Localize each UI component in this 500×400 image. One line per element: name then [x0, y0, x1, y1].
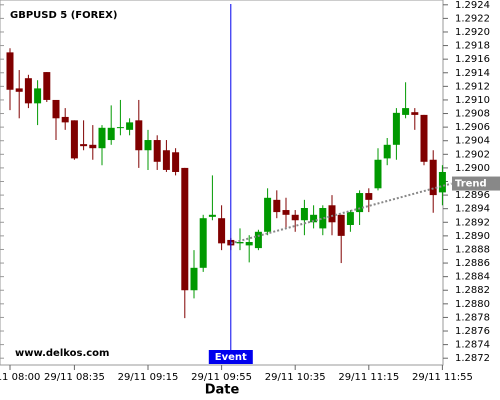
candle-body [162, 150, 170, 170]
x-tick-label: 29/11 09:55 [191, 372, 252, 383]
candle-body [43, 72, 51, 100]
y-tick-label: 1.2918 [455, 41, 490, 52]
x-tick-label: 29/11 11:55 [412, 372, 473, 383]
y-tick-label: 1.2916 [455, 54, 490, 65]
y-tick-label: 1.2906 [455, 122, 490, 133]
candle-body [6, 52, 14, 90]
candle-body [411, 112, 419, 115]
candle-body [80, 144, 88, 147]
candle-body [70, 120, 78, 159]
candle-body [181, 167, 189, 291]
candle-body [172, 152, 180, 172]
candle-body [135, 120, 143, 151]
candle-body [254, 231, 262, 249]
candle-body [300, 208, 308, 221]
y-tick-label: 1.2924 [455, 0, 490, 11]
candle-body [402, 108, 410, 115]
y-tick-label: 1.2880 [455, 299, 490, 310]
candle-body [190, 267, 198, 291]
x-tick-label: 29/11 10:35 [265, 372, 326, 383]
x-tick-label: 29/11 09:15 [118, 372, 179, 383]
candle-body [328, 205, 336, 223]
candle-body [282, 210, 290, 215]
y-tick-label: 1.2884 [455, 272, 490, 283]
candle-body [208, 214, 216, 217]
y-tick-label: 1.2912 [455, 81, 490, 92]
y-tick-label: 1.2920 [455, 27, 490, 38]
candle-body [319, 208, 327, 229]
y-tick-label: 1.2904 [455, 136, 490, 147]
candle-body [199, 218, 207, 268]
trend-label: Trend [455, 179, 487, 190]
candle-body [291, 214, 299, 221]
candle-body [107, 127, 115, 141]
candle-body [236, 241, 244, 244]
candle-body [374, 159, 382, 189]
candle-body [429, 159, 437, 196]
candle-body [392, 112, 400, 145]
y-tick-label: 1.2890 [455, 231, 490, 242]
x-tick-label: 29/11 08:35 [44, 372, 105, 383]
plot-area [0, 0, 444, 366]
y-tick-label: 1.2908 [455, 109, 490, 120]
y-tick-label: 1.2876 [455, 326, 490, 337]
x-tick-label: 29/11 11:15 [338, 372, 399, 383]
candle-body [438, 171, 446, 193]
y-tick-label: 1.2872 [455, 353, 490, 364]
candle-body [365, 193, 373, 200]
y-tick-label: 1.2888 [455, 244, 490, 255]
candle-body [383, 144, 391, 159]
candle-body [264, 197, 272, 232]
candle-body [89, 144, 97, 149]
x-axis-title: Date [205, 383, 240, 398]
trend-label-box [452, 176, 500, 191]
y-tick-label: 1.2896 [455, 190, 490, 201]
candle-body [24, 78, 32, 104]
candle-body [34, 88, 42, 104]
y-tick-label: 1.2922 [455, 13, 490, 24]
y-tick-label: 1.2874 [455, 340, 490, 351]
chart-title: GBPUSD 5 (FOREX) [10, 10, 117, 21]
candle-body [245, 241, 253, 246]
candle-body [153, 140, 161, 162]
candle-body [144, 140, 152, 151]
y-tick-label: 1.2910 [455, 95, 490, 106]
candle-body [52, 99, 60, 119]
candle-body [420, 114, 428, 162]
event-label: Event [215, 352, 247, 363]
y-tick-label: 1.2902 [455, 149, 490, 160]
watermark: www.delkos.com [15, 348, 109, 359]
y-tick-label: 1.2892 [455, 217, 490, 228]
candle-body [346, 212, 354, 225]
y-tick-label: 1.2882 [455, 285, 490, 296]
candle-body [116, 127, 124, 129]
x-tick-label: 29/11 08:00 [0, 372, 40, 383]
candle-body [15, 88, 23, 92]
candle-body [273, 199, 281, 213]
candle-body [356, 193, 364, 213]
y-tick-label: 1.2894 [455, 204, 490, 215]
y-tick-label: 1.2900 [455, 163, 490, 174]
y-tick-label: 1.2914 [455, 68, 490, 79]
candle-body [98, 127, 106, 149]
event-label-box [208, 350, 253, 364]
candle-body [126, 122, 134, 130]
candle-body [61, 116, 69, 123]
candle-body [337, 214, 345, 236]
y-tick-label: 1.2878 [455, 312, 490, 323]
candle-body [218, 218, 226, 244]
y-tick-label: 1.2886 [455, 258, 490, 269]
candle-body [310, 214, 318, 223]
